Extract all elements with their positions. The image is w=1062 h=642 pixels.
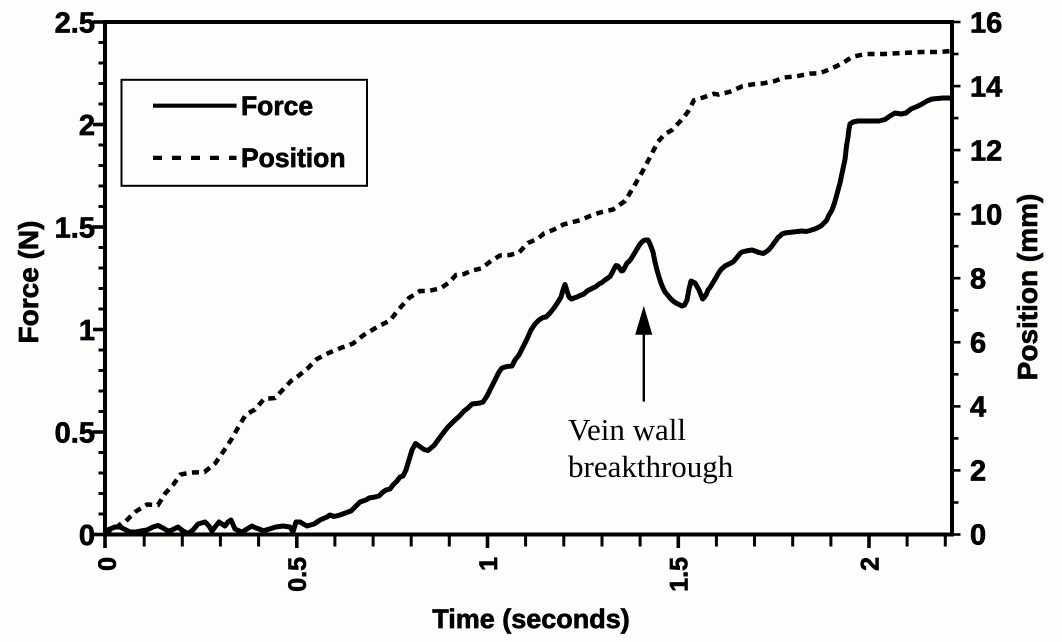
svg-text:16: 16 — [970, 8, 1002, 40]
svg-text:0.5: 0.5 — [284, 557, 312, 592]
svg-text:breakthrough: breakthrough — [568, 449, 734, 484]
svg-text:10: 10 — [970, 200, 1002, 232]
svg-text:1: 1 — [79, 315, 95, 347]
svg-text:2: 2 — [970, 456, 986, 488]
svg-text:2: 2 — [856, 557, 884, 571]
svg-text:1: 1 — [475, 557, 503, 571]
svg-text:Position: Position — [241, 143, 346, 173]
svg-text:4: 4 — [970, 392, 986, 424]
svg-text:0: 0 — [94, 557, 122, 571]
svg-text:1.5: 1.5 — [666, 557, 694, 592]
svg-text:0.5: 0.5 — [55, 418, 95, 450]
svg-text:14: 14 — [970, 72, 1002, 104]
svg-text:Vein wall: Vein wall — [568, 412, 686, 447]
svg-text:12: 12 — [970, 136, 1002, 168]
svg-text:Time (seconds): Time (seconds) — [432, 604, 630, 634]
svg-text:0: 0 — [970, 520, 986, 552]
svg-text:8: 8 — [970, 264, 986, 296]
svg-text:6: 6 — [970, 328, 986, 360]
svg-text:2.5: 2.5 — [55, 8, 95, 40]
svg-text:2: 2 — [79, 110, 95, 142]
svg-text:Force: Force — [241, 91, 313, 121]
svg-text:0: 0 — [79, 520, 95, 552]
svg-text:1.5: 1.5 — [55, 213, 95, 245]
svg-text:Position (mm): Position (mm) — [1012, 194, 1043, 381]
svg-text:Force (N): Force (N) — [13, 221, 44, 344]
